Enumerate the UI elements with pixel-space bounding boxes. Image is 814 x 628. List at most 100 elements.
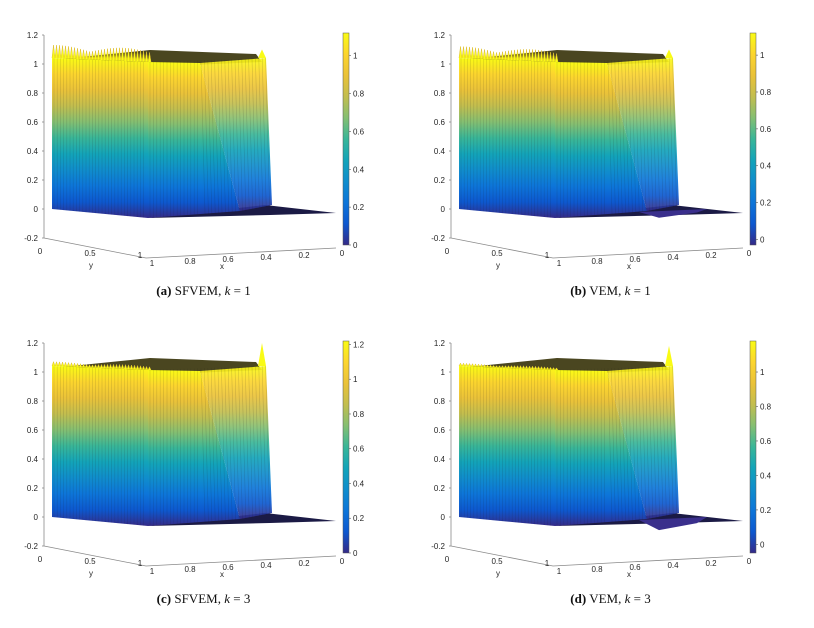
x-tick-label: 0.6 — [629, 563, 641, 572]
x-tick-label: 0.6 — [222, 255, 234, 264]
y-tick-label: 1 — [138, 559, 143, 568]
ridge-peak — [665, 345, 673, 366]
caption-tag: (c) — [156, 591, 172, 606]
z-tick-label: 0.4 — [434, 455, 446, 464]
surface-plot-a: -0.200.20.40.60.811.21 0.8 0.6 0.4 0.2 0x0 0.5… — [24, 31, 365, 271]
x-tick-label: 0 — [747, 557, 752, 566]
x-tick-label: 0.6 — [629, 255, 641, 264]
subplot-c: -0.2 0 0.2 0.4 0.6 0.8 1 1.2 1 0.8 0.6 0.4 0.2 0 x 0 0.5… — [0, 308, 407, 622]
x-tick-label: 0.8 — [591, 257, 603, 266]
caption-method: VEM — [589, 591, 619, 606]
z-tick-label: 0 — [34, 205, 39, 214]
z-tick-label: -0.2 — [24, 234, 38, 243]
x-tick-label: 0.4 — [667, 253, 679, 262]
x-tick-label: 0.4 — [260, 253, 272, 262]
caption-tag: (d) — [570, 591, 587, 606]
floor-surface — [555, 513, 743, 526]
z-tick-label: 1.2 — [434, 339, 446, 348]
caption-k-label: k — [224, 283, 231, 298]
z-tick-label: 0 — [441, 513, 446, 522]
y-tick-label: 0.5 — [84, 557, 96, 566]
z-tick-label: 1.2 — [27, 31, 39, 40]
x-tick-label: 0.4 — [260, 561, 272, 570]
caption-tag: (b) — [570, 283, 587, 298]
caption-k-label: k — [624, 591, 631, 606]
oscillation-spikes — [458, 46, 559, 63]
caption-k-value: 1 — [644, 283, 651, 298]
undershoot-region — [639, 517, 707, 531]
colorbar-tick-label: 0 — [760, 235, 765, 244]
front-wall-surface — [555, 370, 647, 526]
y-axis-label: y — [496, 261, 500, 270]
z-tick-label: 0.2 — [434, 176, 446, 185]
z-tick-label: -0.2 — [431, 542, 445, 551]
caption-d: (d) VEM, k = 3 — [570, 591, 651, 606]
colorbar-tick-label: 0.8 — [353, 410, 365, 419]
colorbar-tick-label: 0.4 — [353, 479, 365, 488]
front-wall-surface — [148, 370, 240, 526]
shock-front-surface — [200, 366, 272, 519]
colorbar-tick-label: 0.8 — [760, 402, 772, 411]
caption-k-label: k — [624, 283, 631, 298]
shock-front-surface — [607, 58, 679, 211]
subplot-b: -0.2 0 0.2 0.4 0.6 0.8 1 1.2 1 0.8 0.6 0.4 0.2 0 x 0 0.5… — [407, 0, 814, 314]
oscillation-spikes — [51, 360, 152, 371]
y-tick-label: 0 — [38, 247, 43, 256]
caption-a: (a) SFVEM, k = 1 — [156, 283, 251, 298]
floor-surface — [148, 513, 336, 526]
surface-plot-b: -0.200.20.40.60.811.21 0.8 0.6 0.4 0.2 0x0 0.5… — [431, 31, 772, 271]
z-tick-label: 0.8 — [27, 89, 39, 98]
y-tick-label: 0.5 — [84, 249, 96, 258]
x-tick-label: 0.8 — [184, 565, 196, 574]
z-tick-label: 0 — [441, 205, 446, 214]
colorbar — [749, 340, 757, 554]
z-tick-label: -0.2 — [24, 542, 38, 551]
colorbar — [342, 32, 350, 246]
front-wall-surface — [148, 62, 240, 218]
ridge-peak — [665, 49, 673, 58]
x-tick-label: 0.6 — [222, 563, 234, 572]
z-tick-label: 0.4 — [27, 455, 39, 464]
caption-eq: = — [229, 591, 244, 606]
x-axis-line — [552, 555, 744, 567]
front-wall-surface — [52, 58, 148, 218]
surface-plot-c: -0.200.20.40.60.811.21 0.8 0.6 0.4 0.2 0x0 0.5… — [24, 339, 365, 579]
z-tick-label: 0 — [34, 513, 39, 522]
colorbar-tick-label: 0.2 — [760, 199, 772, 208]
y-axis-line — [450, 237, 554, 259]
colorbar-tick-label: 0 — [760, 540, 765, 549]
front-wall-surface — [555, 62, 647, 218]
x-tick-label: 1 — [557, 259, 562, 268]
ridge-peak — [258, 343, 266, 366]
z-tick-label: 0.2 — [27, 176, 39, 185]
y-axis-line — [43, 237, 147, 259]
z-tick-label: 0.6 — [434, 118, 446, 127]
colorbar-tick-label: 0.6 — [353, 127, 365, 136]
caption-c: (c) SFVEM, k = 3 — [156, 591, 251, 606]
caption-k-label: k — [224, 591, 230, 606]
z-tick-label: 0.2 — [434, 484, 446, 493]
colorbar-tick-label: 0.4 — [353, 165, 365, 174]
colorbar-tick-label: 0.2 — [353, 203, 365, 212]
z-tick-label: 1 — [441, 60, 446, 69]
subplot-d: -0.2 0 0.2 0.4 0.6 0.8 1 1.2 1 0.8 0.6 0.4 0.2 0 x 0 0.5… — [407, 308, 814, 622]
colorbar-tick-label: 0.8 — [760, 88, 772, 97]
x-axis-label: x — [220, 570, 224, 579]
x-tick-label: 0.2 — [298, 559, 310, 568]
colorbar-tick-label: 0.2 — [760, 506, 772, 515]
x-tick-label: 0.2 — [705, 559, 717, 568]
colorbar-tick-label: 0.6 — [760, 125, 772, 134]
surface-mesh — [460, 366, 677, 526]
colorbar-tick-label: 0.8 — [353, 90, 365, 99]
x-tick-label: 0 — [747, 249, 752, 258]
x-tick-label: 1 — [557, 567, 562, 576]
caption-method: SFVEM — [174, 283, 219, 298]
colorbar-tick-label: 1.2 — [353, 340, 365, 349]
y-axis-line — [450, 545, 554, 567]
y-tick-label: 1 — [545, 559, 550, 568]
caption-method: SFVEM — [174, 591, 218, 606]
subplot-a: -0.2 0 0.2 0.4 0.6 0.8 1 1.2 1 0.8 0.6 0.4 0.2 0 x 0 0.5… — [0, 0, 407, 314]
x-tick-label: 0.2 — [298, 251, 310, 260]
colorbar-tick-label: 0 — [353, 241, 358, 250]
caption-k-value: 1 — [244, 283, 251, 298]
